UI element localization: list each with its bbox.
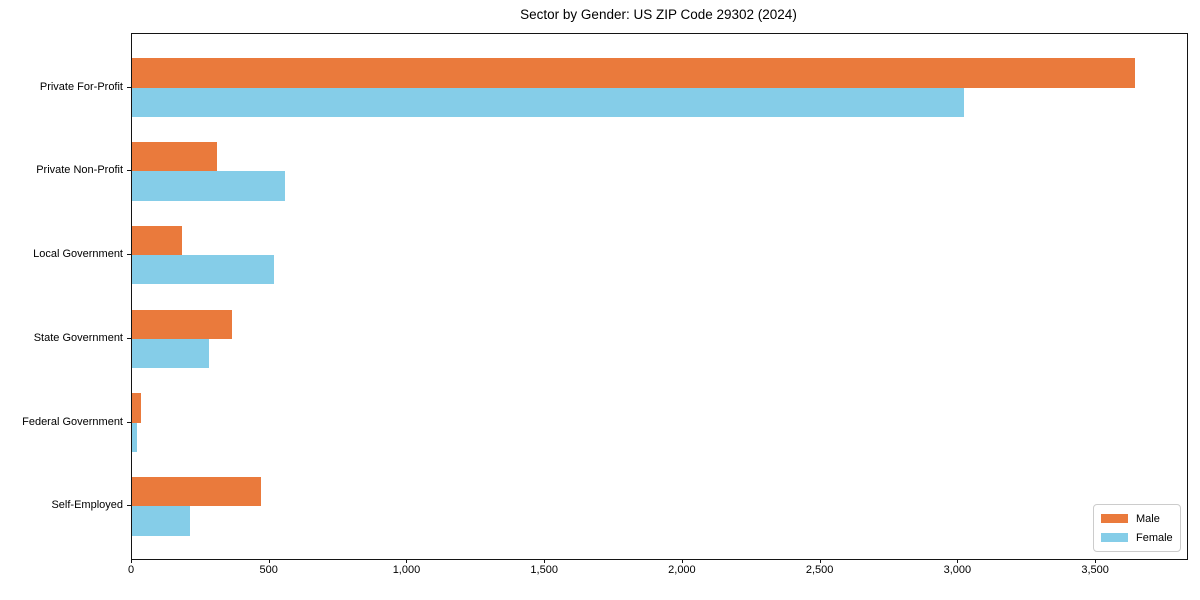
x-tick-mark (681, 559, 683, 563)
y-axis-label-2: Local Government (33, 248, 123, 261)
x-tick-label-3: 1,500 (530, 564, 558, 576)
bars-layer (132, 34, 1187, 559)
y-tick-mark (127, 505, 131, 507)
plot-area: Male Female (131, 33, 1188, 560)
x-tick-label-0: 0 (127, 564, 135, 576)
bar-female-4 (132, 422, 137, 452)
bar-male-3 (132, 309, 232, 339)
y-axis-label-3: State Government (33, 331, 123, 344)
y-tick-mark (127, 254, 131, 256)
bar-male-0 (132, 58, 1135, 88)
x-tick-label-2: 1,000 (392, 564, 421, 576)
y-tick-mark (127, 337, 131, 339)
legend-entry-male: Male (1101, 511, 1172, 526)
legend-label: Male (1136, 512, 1160, 525)
bar-male-2 (132, 225, 182, 256)
legend-swatch-male (1101, 514, 1128, 523)
bar-male-5 (132, 477, 261, 507)
x-tick-label-6: 3,000 (943, 564, 972, 576)
x-tick-mark (544, 559, 546, 563)
x-tick-mark (406, 559, 408, 563)
x-tick-mark (1095, 559, 1097, 563)
bar-female-5 (132, 506, 190, 536)
y-tick-mark (127, 86, 131, 88)
x-tick-mark (819, 559, 821, 563)
y-axis-label-5: Self-Employed (51, 499, 123, 512)
legend-label: Female (1136, 531, 1173, 544)
bar-female-2 (132, 255, 274, 285)
bar-male-4 (132, 393, 142, 423)
chart-title: Sector by Gender: US ZIP Code 29302 (202… (520, 7, 797, 22)
bar-male-1 (132, 142, 217, 172)
y-axis-label-0: Private For-Profit (39, 80, 123, 93)
x-tick-label-7: 3,500 (1081, 564, 1109, 576)
y-tick-mark (127, 170, 131, 172)
y-axis-label-4: Federal Government (22, 415, 123, 428)
x-tick-label-1: 500 (259, 564, 278, 576)
x-tick-label-4: 2,000 (668, 564, 696, 576)
bar-female-3 (132, 338, 209, 369)
y-tick-mark (127, 421, 131, 423)
legend: Male Female (1093, 504, 1181, 552)
x-tick-mark (957, 559, 959, 563)
bar-female-1 (132, 171, 286, 201)
y-axis-label-1: Private Non-Profit (36, 164, 123, 177)
legend-entry-female: Female (1101, 530, 1173, 545)
legend-swatch-female (1101, 533, 1128, 542)
x-tick-mark (131, 559, 132, 563)
x-tick-mark (268, 559, 270, 563)
x-tick-label-5: 2,500 (805, 564, 834, 576)
bar-female-0 (132, 87, 964, 117)
